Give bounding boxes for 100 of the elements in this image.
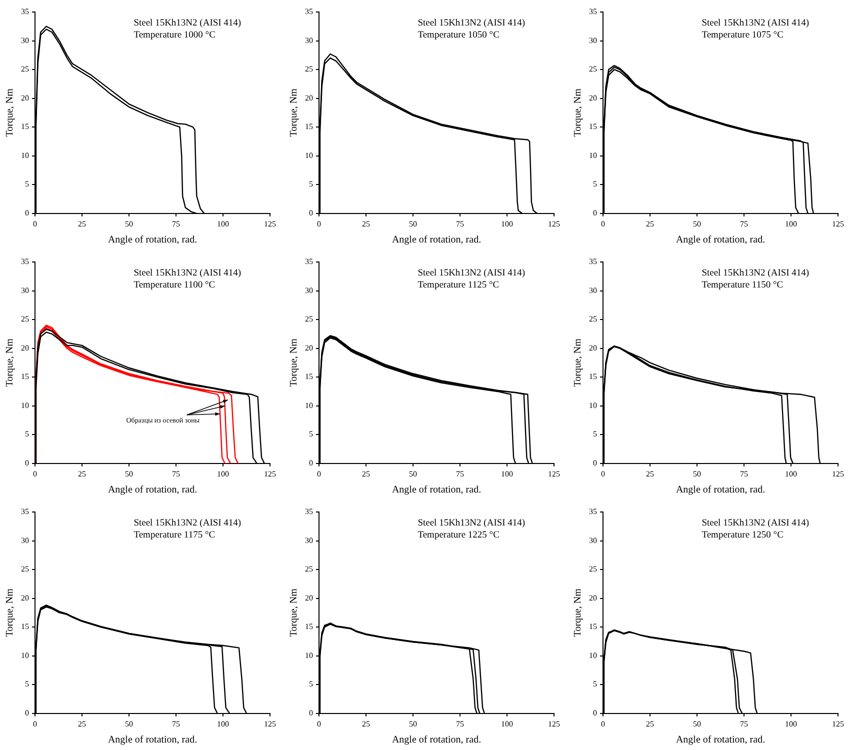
- x-axis-title: Angle of rotation, rad.: [108, 484, 198, 496]
- x-tick-label: 0: [33, 719, 37, 728]
- x-tick-label: 25: [646, 469, 654, 478]
- y-tick-label: 0: [309, 458, 313, 468]
- y-tick-label: 20: [21, 593, 29, 602]
- annotation: Steel 15Kh13N2 (AISI 414): [418, 268, 526, 278]
- y-axis-title: Torque, Nm: [288, 588, 300, 637]
- annotation: Steel 15Kh13N2 (AISI 414): [134, 518, 242, 528]
- x-tick-label: 100: [217, 719, 229, 728]
- y-axis-title: Torque, Nm: [288, 88, 300, 137]
- y-axis-title: Torque, Nm: [4, 338, 16, 387]
- x-tick-label: 50: [409, 469, 417, 478]
- y-tick-label: 35: [21, 507, 29, 516]
- y-tick-label: 35: [589, 257, 597, 266]
- x-tick-label: 25: [78, 219, 86, 228]
- y-tick-label: 5: [309, 180, 313, 189]
- x-tick-label: 100: [785, 219, 797, 228]
- y-tick-label: 30: [21, 286, 29, 295]
- annotation: Temperature 1075 °C: [702, 30, 784, 40]
- x-tick-label: 125: [264, 469, 276, 478]
- y-tick-label: 30: [305, 286, 313, 295]
- x-tick-label: 50: [693, 469, 701, 478]
- x-tick-label: 50: [693, 719, 701, 728]
- y-tick-label: 5: [593, 680, 597, 689]
- y-tick-label: 15: [305, 122, 313, 132]
- y-tick-label: 10: [21, 650, 29, 660]
- x-axis-title: Angle of rotation, rad.: [676, 484, 766, 496]
- x-axis-title: Angle of rotation, rad.: [108, 234, 198, 246]
- y-axis-title: Torque, Nm: [572, 88, 584, 137]
- x-tick-label: 50: [125, 469, 133, 478]
- x-tick-label: 75: [740, 719, 748, 728]
- y-tick-label: 0: [593, 208, 597, 218]
- y-tick-label: 20: [589, 343, 597, 352]
- y-tick-label: 15: [305, 372, 313, 382]
- annotation: Steel 15Kh13N2 (AISI 414): [418, 518, 526, 528]
- annotation: Steel 15Kh13N2 (AISI 414): [702, 518, 810, 528]
- y-tick-label: 10: [21, 150, 29, 160]
- y-tick-label: 0: [25, 458, 29, 468]
- x-tick-label: 0: [601, 719, 605, 728]
- x-tick-label: 125: [832, 469, 844, 478]
- y-tick-label: 15: [589, 122, 597, 132]
- y-tick-label: 30: [21, 536, 29, 545]
- x-tick-label: 75: [740, 219, 748, 228]
- y-tick-label: 15: [21, 122, 29, 132]
- y-tick-label: 20: [589, 593, 597, 602]
- y-tick-label: 20: [305, 593, 313, 602]
- x-tick-label: 25: [362, 719, 370, 728]
- y-tick-label: 30: [305, 536, 313, 545]
- x-tick-label: 0: [317, 219, 321, 228]
- y-tick-label: 15: [21, 622, 29, 632]
- y-tick-label: 0: [309, 708, 313, 718]
- y-tick-label: 0: [309, 208, 313, 218]
- y-tick-label: 30: [305, 36, 313, 45]
- annotation: Temperature 1250 °C: [702, 530, 784, 540]
- x-axis-title: Angle of rotation, rad.: [392, 234, 482, 246]
- x-tick-label: 25: [646, 219, 654, 228]
- annotation: Temperature 1100 °C: [134, 280, 216, 290]
- x-tick-label: 0: [317, 469, 321, 478]
- y-tick-label: 35: [589, 7, 597, 16]
- annotation: Temperature 1175 °C: [134, 530, 216, 540]
- x-axis-title: Angle of rotation, rad.: [392, 734, 482, 746]
- x-tick-label: 75: [172, 219, 180, 228]
- y-tick-label: 25: [305, 314, 313, 324]
- x-tick-label: 100: [501, 719, 513, 728]
- y-tick-label: 10: [589, 400, 597, 410]
- x-tick-label: 25: [78, 719, 86, 728]
- annotation: Steel 15Kh13N2 (AISI 414): [134, 268, 242, 278]
- y-tick-label: 35: [21, 257, 29, 266]
- y-tick-label: 25: [589, 64, 597, 74]
- y-tick-label: 25: [21, 564, 29, 574]
- x-tick-label: 50: [125, 719, 133, 728]
- y-axis-title: Torque, Nm: [572, 588, 584, 637]
- y-axis-title: Torque, Nm: [4, 588, 16, 637]
- y-tick-label: 10: [589, 150, 597, 160]
- annotation: Steel 15Kh13N2 (AISI 414): [418, 18, 526, 28]
- y-tick-label: 5: [309, 430, 313, 439]
- annotation: Temperature 1125 °C: [418, 280, 500, 290]
- y-tick-label: 5: [25, 430, 29, 439]
- y-tick-label: 30: [21, 36, 29, 45]
- annotation: Steel 15Kh13N2 (AISI 414): [702, 18, 810, 28]
- y-tick-label: 5: [309, 680, 313, 689]
- y-tick-label: 0: [25, 208, 29, 218]
- y-tick-label: 30: [589, 536, 597, 545]
- y-tick-label: 20: [305, 343, 313, 352]
- y-tick-label: 25: [305, 64, 313, 74]
- y-tick-label: 10: [305, 400, 313, 410]
- x-tick-label: 50: [409, 719, 417, 728]
- y-axis-title: Torque, Nm: [4, 88, 16, 137]
- y-tick-label: 10: [305, 650, 313, 660]
- annotation: Steel 15Kh13N2 (AISI 414): [702, 268, 810, 278]
- x-tick-label: 125: [548, 719, 560, 728]
- x-tick-label: 125: [264, 219, 276, 228]
- y-tick-label: 5: [25, 180, 29, 189]
- y-tick-label: 15: [305, 622, 313, 632]
- y-axis-title: Torque, Nm: [288, 338, 300, 387]
- x-tick-label: 100: [501, 469, 513, 478]
- y-tick-label: 35: [21, 7, 29, 16]
- x-tick-label: 125: [548, 469, 560, 478]
- y-tick-label: 25: [305, 564, 313, 574]
- y-tick-label: 20: [589, 93, 597, 102]
